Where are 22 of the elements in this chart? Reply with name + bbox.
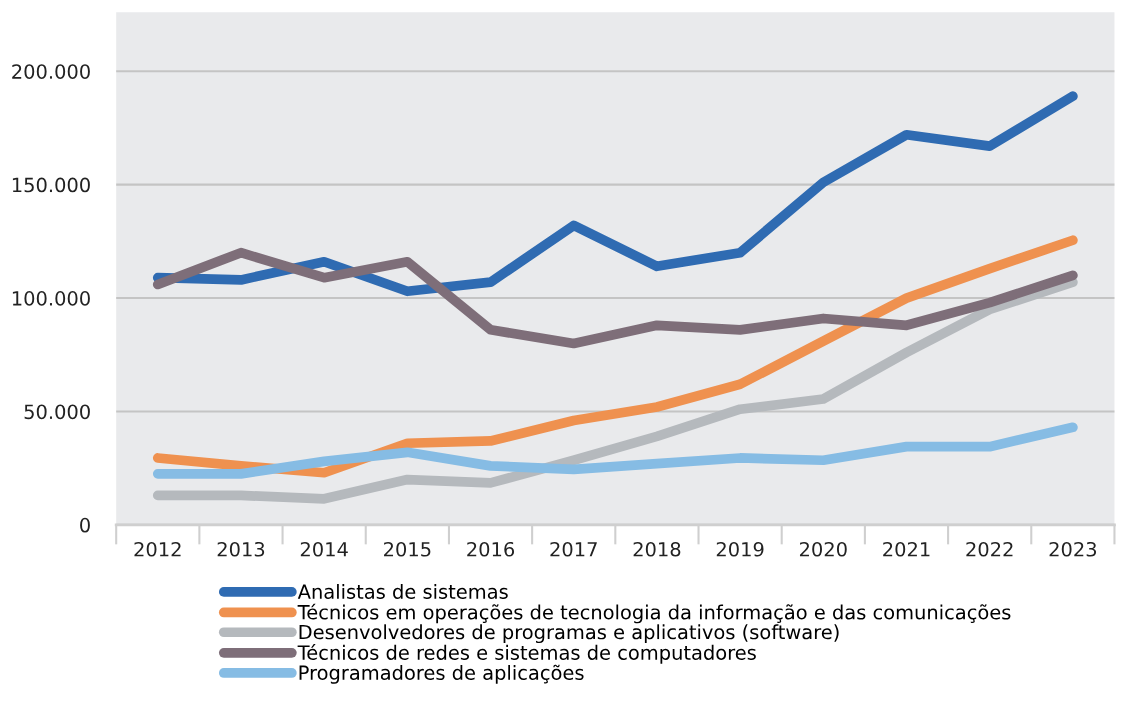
y-tick-label: 200.000 xyxy=(12,64,90,79)
x-tick-label: 2016 xyxy=(467,541,515,557)
legend-label: Analistas de sistemas xyxy=(297,583,508,599)
legend-label: Programadores de aplicações xyxy=(299,664,584,684)
legend-label: Técnicos de redes e sistemas de computadores xyxy=(297,644,756,664)
y-tick-label: 100.000 xyxy=(12,291,90,306)
y-tick-label: 150.000 xyxy=(12,177,90,193)
x-tick-label: 2012 xyxy=(134,541,181,557)
x-tick-label: 2022 xyxy=(966,541,1013,557)
legend-label: Técnicos em operações de tecnologia da informação e das comunicações xyxy=(297,603,1011,624)
x-tick-label: 2017 xyxy=(550,541,597,557)
y-tick-label: 0 xyxy=(80,517,90,533)
x-tick-label: 2018 xyxy=(633,541,681,557)
x-tick-label: 2014 xyxy=(300,541,348,557)
x-tick-label: 2023 xyxy=(1049,541,1097,557)
y-tick-label: 50.000 xyxy=(24,404,90,420)
x-tick-label: 2021 xyxy=(883,541,930,557)
x-tick-label: 2015 xyxy=(384,541,431,557)
legend-label: Desenvolvedores de programas e aplicativos (software) xyxy=(299,624,839,644)
x-tick-label: 2020 xyxy=(799,541,847,557)
x-tick-label: 2013 xyxy=(217,541,265,557)
x-tick-label: 2019 xyxy=(716,541,764,557)
